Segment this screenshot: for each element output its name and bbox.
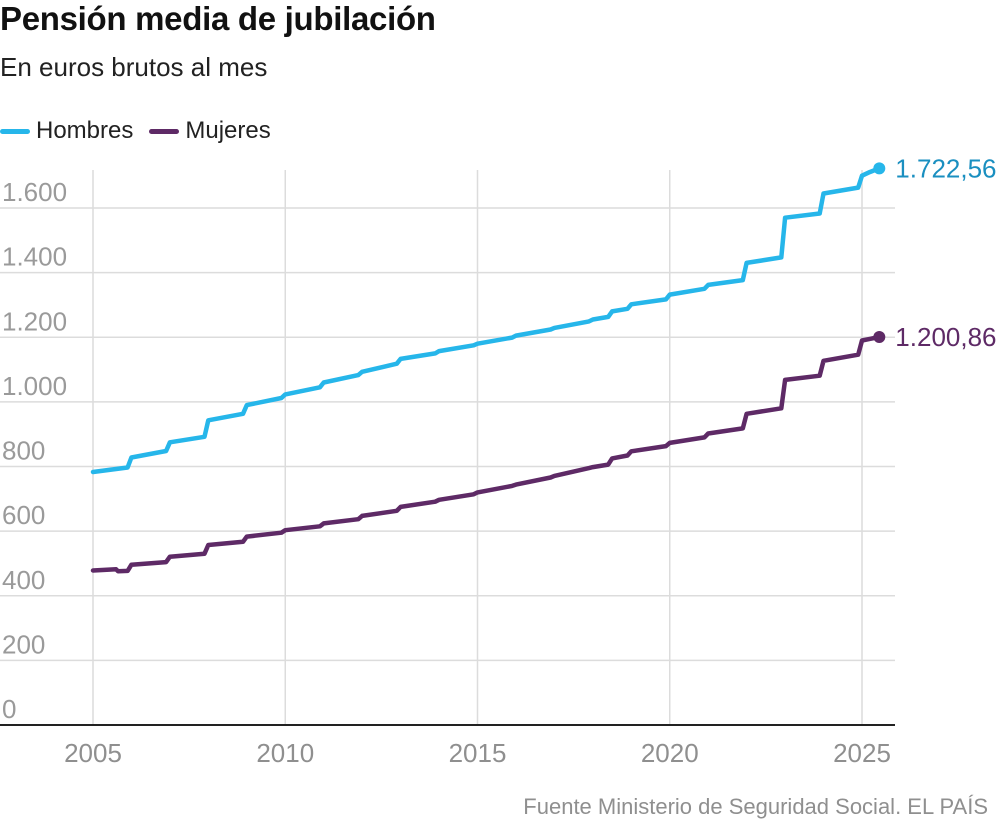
legend-item-hombres: Hombres — [0, 117, 133, 145]
y-tick-label: 1.400 — [2, 242, 67, 272]
end-label-hombres: 1.722,56 — [895, 153, 996, 183]
legend-swatch-hombres — [0, 128, 30, 134]
series-line-mujeres — [90, 334, 882, 574]
y-tick-label: 200 — [2, 629, 45, 659]
source-note: Fuente Ministerio de Seguridad Social. E… — [523, 794, 988, 819]
x-axis-labels: 2005 2010 2015 2020 2025 — [64, 738, 891, 768]
chart-subtitle: En euros brutos al mes — [0, 52, 268, 82]
y-tick-label: 400 — [2, 565, 45, 595]
y-axis-labels: 0 200 400 600 800 1.000 1.200 1.400 1.600 — [2, 177, 67, 724]
series-lines: 1.722,56 1.200,86 — [90, 153, 997, 574]
end-label-mujeres: 1.200,86 — [895, 322, 996, 352]
legend: Hombres Mujeres — [0, 116, 287, 146]
y-tick-label: 800 — [2, 436, 45, 466]
x-tick-label: 2010 — [256, 738, 314, 768]
end-point-mujeres — [873, 330, 886, 343]
series-line-hombres — [90, 166, 882, 475]
end-point-hombres — [873, 162, 886, 175]
y-tick-label: 1.200 — [2, 306, 67, 336]
y-tick-label: 1.000 — [2, 371, 67, 401]
x-tick-label: 2025 — [833, 738, 891, 768]
y-tick-label: 600 — [2, 500, 45, 530]
chart-title: Pensión media de jubilación — [0, 0, 436, 37]
y-tick-label: 0 — [2, 694, 16, 724]
x-tick-label: 2015 — [449, 738, 507, 768]
legend-label-hombres: Hombres — [36, 117, 134, 144]
legend-label-mujeres: Mujeres — [185, 117, 271, 144]
vertical-gridlines — [92, 170, 863, 725]
y-tick-label: 1.600 — [2, 177, 67, 207]
x-tick-label: 2005 — [64, 738, 122, 768]
legend-swatch-mujeres — [149, 128, 180, 134]
x-tick-label: 2020 — [641, 738, 699, 768]
horizontal-gridlines — [0, 207, 895, 662]
legend-item-mujeres: Mujeres — [149, 117, 271, 145]
